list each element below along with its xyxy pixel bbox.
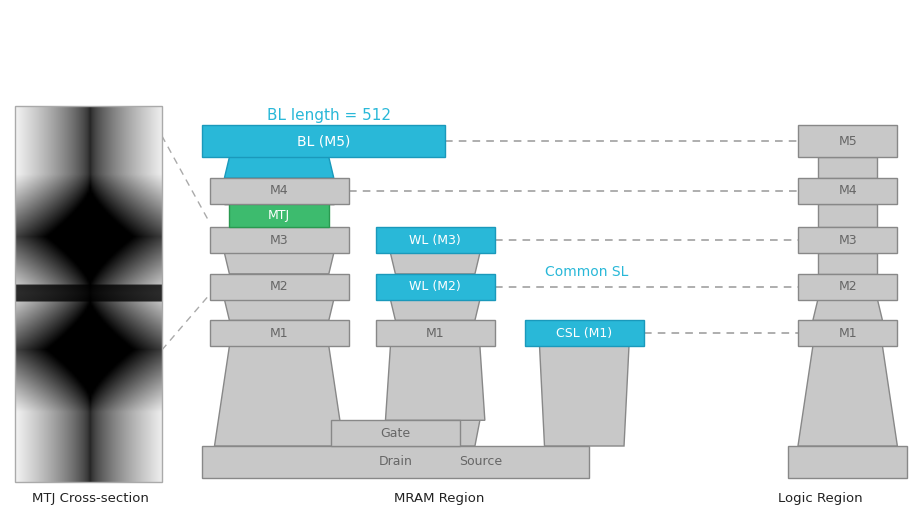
Bar <box>210 228 348 253</box>
Bar <box>210 178 348 204</box>
Text: M4: M4 <box>270 184 288 197</box>
Polygon shape <box>225 157 334 178</box>
Bar <box>331 420 460 446</box>
Text: M4: M4 <box>838 184 857 197</box>
Polygon shape <box>391 420 480 446</box>
Text: M1: M1 <box>270 327 288 340</box>
Text: Source: Source <box>459 455 503 468</box>
Text: M1: M1 <box>838 327 857 340</box>
Text: WL (M3): WL (M3) <box>409 234 461 247</box>
Bar <box>201 125 445 157</box>
Text: M5: M5 <box>838 135 857 148</box>
Bar <box>798 125 897 157</box>
Bar <box>15 105 162 482</box>
Text: WL (M2): WL (M2) <box>409 280 461 293</box>
Bar <box>525 321 644 346</box>
Bar <box>798 228 897 253</box>
Bar <box>375 228 494 253</box>
Text: MRAM Region: MRAM Region <box>394 492 484 505</box>
Text: Gate: Gate <box>381 426 410 440</box>
Bar <box>201 446 590 478</box>
Bar <box>210 274 348 300</box>
Polygon shape <box>818 253 878 274</box>
Polygon shape <box>818 204 878 228</box>
Bar <box>798 274 897 300</box>
Text: MTJ: MTJ <box>268 209 290 222</box>
Polygon shape <box>391 253 480 274</box>
Text: M2: M2 <box>838 280 857 293</box>
Polygon shape <box>385 346 485 420</box>
Bar <box>788 446 907 478</box>
Text: CSL (M1): CSL (M1) <box>556 327 613 340</box>
Text: M1: M1 <box>426 327 444 340</box>
Polygon shape <box>391 300 480 321</box>
Bar <box>210 321 348 346</box>
Polygon shape <box>813 300 882 321</box>
Text: BL (M5): BL (M5) <box>297 134 350 148</box>
Text: M3: M3 <box>838 234 857 247</box>
Polygon shape <box>214 346 344 446</box>
Polygon shape <box>818 157 878 178</box>
Bar <box>229 204 329 228</box>
Text: Common SL: Common SL <box>544 265 628 279</box>
Text: MTJ Cross-section: MTJ Cross-section <box>31 492 149 505</box>
Polygon shape <box>540 346 629 446</box>
Text: M2: M2 <box>270 280 288 293</box>
Polygon shape <box>798 346 897 446</box>
Text: Drain: Drain <box>379 455 412 468</box>
Bar <box>798 178 897 204</box>
Text: BL length = 512: BL length = 512 <box>267 108 391 123</box>
Bar <box>375 274 494 300</box>
Polygon shape <box>225 300 334 321</box>
Text: Logic Region: Logic Region <box>778 492 862 505</box>
Bar <box>375 321 494 346</box>
Text: M3: M3 <box>270 234 288 247</box>
Polygon shape <box>225 253 334 274</box>
Bar <box>798 321 897 346</box>
